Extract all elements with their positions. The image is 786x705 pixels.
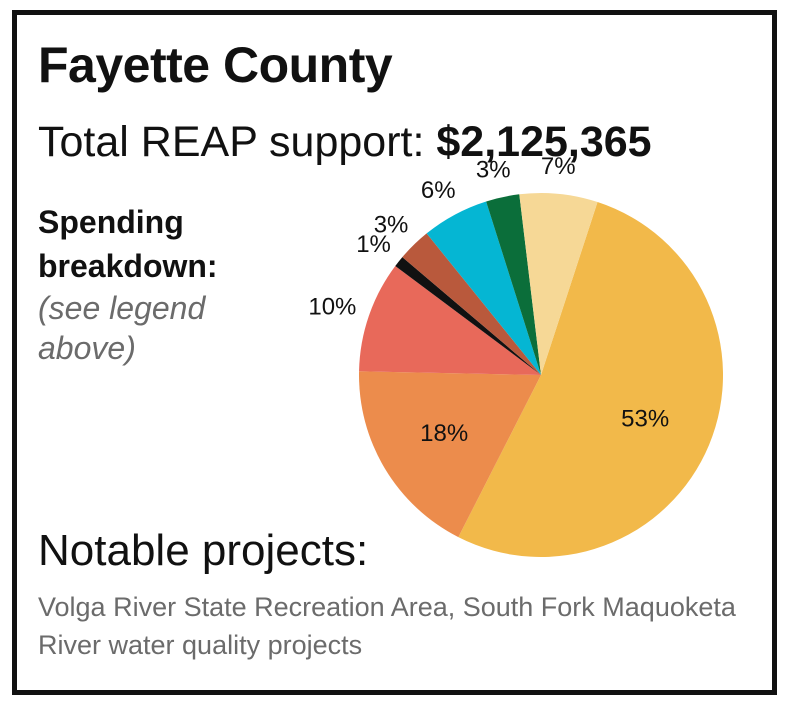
- pie-slice-2: [359, 265, 541, 375]
- spending-breakdown-caption: Spending breakdown: (see legend above): [38, 200, 298, 368]
- pie-label-0: 53%: [621, 405, 669, 432]
- pie-slice-4: [402, 233, 541, 375]
- breakdown-note-line2: above): [38, 330, 136, 366]
- pie-slice-5: [426, 201, 541, 375]
- pie-slice-0: [458, 202, 724, 558]
- pie-label-6: 3%: [476, 157, 511, 184]
- pie-label-2: 10%: [308, 294, 356, 321]
- pie-label-5: 6%: [421, 177, 456, 204]
- pie-slice-6: [486, 194, 541, 375]
- pie-label-4: 3%: [374, 212, 409, 239]
- breakdown-heading-line2: breakdown:: [38, 248, 218, 284]
- support-label: Total REAP support:: [38, 118, 425, 166]
- pie-label-1: 18%: [420, 420, 468, 447]
- pie-slice-7: [519, 193, 598, 375]
- breakdown-note-line1: (see legend: [38, 290, 206, 326]
- pie-slice-1: [359, 371, 541, 538]
- support-amount: $2,125,365: [436, 118, 652, 166]
- breakdown-heading-line1: Spending: [38, 204, 184, 240]
- total-support-line: Total REAP support: $2,125,365: [38, 118, 652, 167]
- county-title: Fayette County: [38, 37, 393, 93]
- pie-slice-3: [395, 257, 541, 375]
- notable-projects-text: Volga River State Recreation Area, South…: [38, 592, 736, 660]
- pie-label-7: 7%: [541, 153, 576, 180]
- notable-projects-heading: Notable projects:: [38, 526, 369, 575]
- pie-label-3: 1%: [356, 231, 391, 258]
